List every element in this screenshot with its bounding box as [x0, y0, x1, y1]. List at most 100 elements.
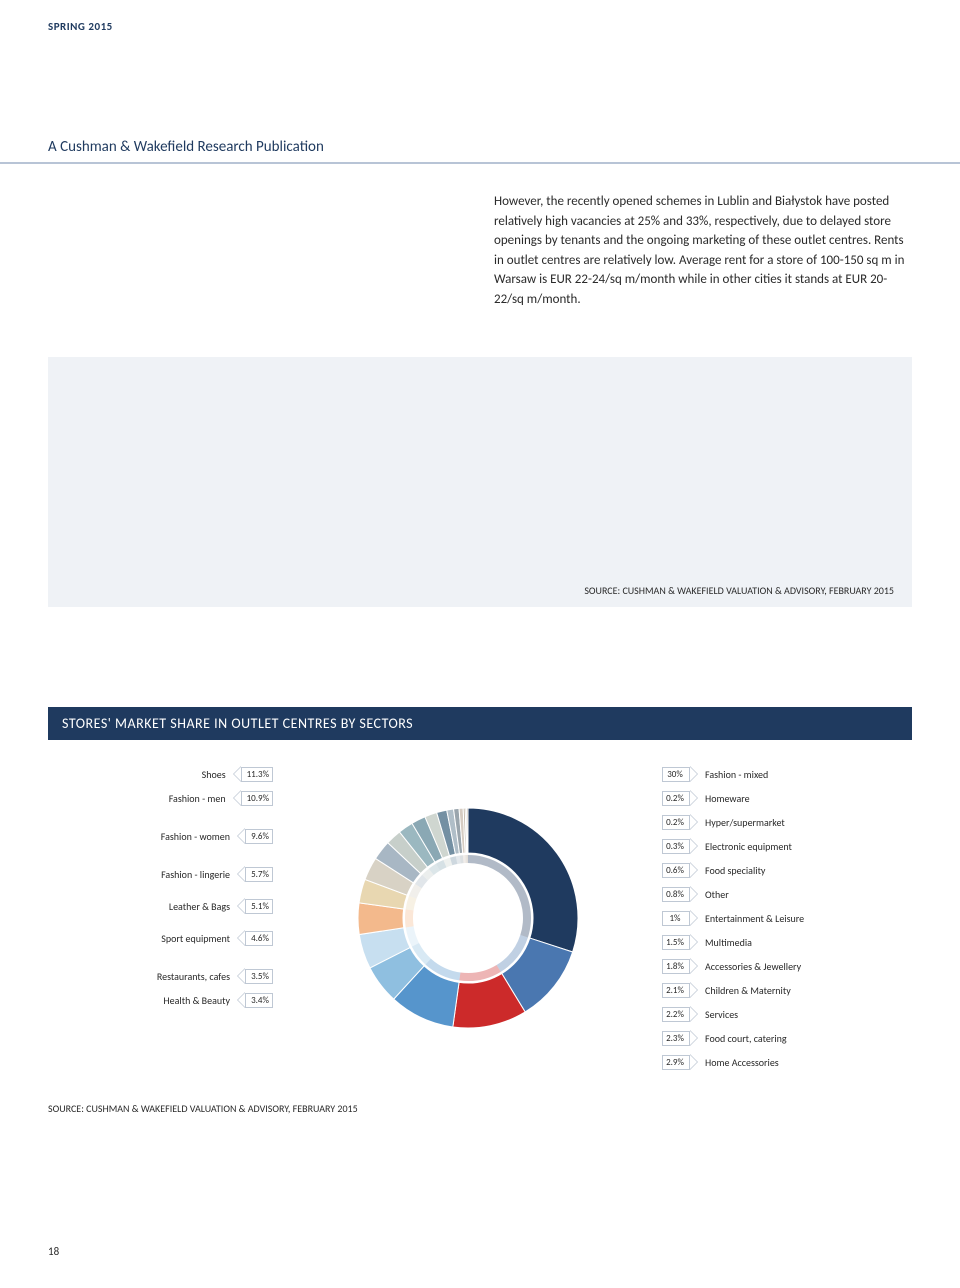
legend-row: 2.2% Services — [662, 1002, 912, 1026]
legend-label: Services — [705, 1008, 738, 1021]
pct-value: 1% — [662, 911, 690, 926]
legend-row: Fashion - women 9.6% — [48, 824, 273, 848]
legend-label: Food speciality — [705, 864, 765, 877]
pct-value: 0.2% — [662, 815, 690, 830]
legend-label: Fashion - women — [161, 830, 230, 843]
pct-value: 10.9% — [241, 791, 273, 806]
legend-label: Sport equipment — [161, 932, 230, 945]
pct-tag: 2.3% — [662, 1031, 697, 1046]
pct-value: 2.3% — [662, 1031, 690, 1046]
pct-tag: 2.1% — [662, 983, 697, 998]
chevron-left-icon — [238, 931, 245, 945]
legend-row: 1.5% Multimedia — [662, 930, 912, 954]
pct-value: 4.6% — [245, 931, 273, 946]
legend-row: Leather & Bags 5.1% — [48, 894, 273, 918]
donut-inner-ring-slice — [467, 855, 468, 863]
legend-row: 0.6% Food speciality — [662, 858, 912, 882]
pct-tag: 0.2% — [662, 791, 697, 806]
pct-value: 0.8% — [662, 887, 690, 902]
chart-source: SOURCE: CUSHMAN & WAKEFIELD VALUATION & … — [48, 1102, 912, 1115]
pct-value: 1.8% — [662, 959, 690, 974]
pct-value: 1.5% — [662, 935, 690, 950]
legend-row: 0.2% Hyper/supermarket — [662, 810, 912, 834]
pct-tag: 2.2% — [662, 1007, 697, 1022]
pct-value: 2.1% — [662, 983, 690, 998]
pct-value: 3.4% — [245, 993, 273, 1008]
legend-row: 0.3% Electronic equipment — [662, 834, 912, 858]
pct-tag: 3.5% — [238, 969, 273, 984]
chevron-left-icon — [238, 899, 245, 913]
body-col-right: However, the recently opened schemes in … — [494, 192, 912, 309]
legend-row: Sport equipment 4.6% — [48, 926, 273, 950]
pct-value: 9.6% — [245, 829, 273, 844]
legend-label: Food court, catering — [705, 1032, 787, 1045]
pct-tag: 2.9% — [662, 1055, 697, 1070]
pct-value: 0.6% — [662, 863, 690, 878]
pct-value: 2.9% — [662, 1055, 690, 1070]
pct-tag: 10.9% — [234, 791, 273, 806]
chevron-left-icon — [238, 993, 245, 1007]
page-number: 18 — [48, 1245, 59, 1258]
chevron-right-icon — [690, 791, 697, 805]
legend-label: Health & Beauty — [163, 994, 230, 1007]
chevron-right-icon — [690, 815, 697, 829]
pct-tag: 0.2% — [662, 815, 697, 830]
donut-inner-ring-slice — [405, 909, 414, 927]
pct-tag: 4.6% — [238, 931, 273, 946]
donut-slice — [466, 808, 467, 853]
edition-label: SPRING 2015 — [48, 20, 912, 33]
legend-label: Fashion - lingerie — [161, 868, 230, 881]
legend-row: Health & Beauty 3.4% — [48, 988, 273, 1012]
chevron-right-icon — [690, 959, 697, 973]
body-columns: However, the recently opened schemes in … — [0, 164, 960, 309]
legend-left: Shoes 11.3% Fashion - men 10.9% Fashion … — [48, 762, 273, 1074]
chevron-left-icon — [238, 829, 245, 843]
pct-tag: 5.7% — [238, 867, 273, 882]
chevron-right-icon — [690, 767, 697, 781]
legend-label: Electronic equipment — [705, 840, 792, 853]
legend-label: Homeware — [705, 792, 750, 805]
pct-tag: 11.3% — [234, 767, 273, 782]
pct-value: 30% — [662, 767, 690, 782]
legend-row: 2.3% Food court, catering — [662, 1026, 912, 1050]
chevron-left-icon — [234, 791, 241, 805]
legend-row: 1.8% Accessories & Jewellery — [662, 954, 912, 978]
legend-label: Multimedia — [705, 936, 752, 949]
pct-value: 11.3% — [241, 767, 273, 782]
pct-tag: 5.1% — [238, 899, 273, 914]
chevron-left-icon — [238, 969, 245, 983]
chevron-right-icon — [690, 935, 697, 949]
chevron-right-icon — [690, 1055, 697, 1069]
pct-tag: 0.8% — [662, 887, 697, 902]
legend-label: Entertainment & Leisure — [705, 912, 804, 925]
legend-row: Fashion - lingerie 5.7% — [48, 862, 273, 886]
pct-tag: 1% — [662, 911, 697, 926]
chevron-left-icon — [234, 767, 241, 781]
legend-label: Hyper/supermarket — [705, 816, 785, 829]
legend-label: Fashion - men — [169, 792, 226, 805]
legend-label: Other — [705, 888, 729, 901]
pct-value: 3.5% — [245, 969, 273, 984]
legend-label: Fashion - mixed — [705, 768, 768, 781]
pct-value: 5.1% — [245, 899, 273, 914]
legend-row: 2.1% Children & Maternity — [662, 978, 912, 1002]
pct-value: 0.2% — [662, 791, 690, 806]
legend-label: Home Accessories — [705, 1056, 779, 1069]
chart-title: STORES' MARKET SHARE IN OUTLET CENTRES B… — [48, 707, 912, 740]
grey-box-source: SOURCE: CUSHMAN & WAKEFIELD VALUATION & … — [584, 584, 894, 597]
pct-tag: 0.3% — [662, 839, 697, 854]
pct-tag: 1.8% — [662, 959, 697, 974]
chevron-right-icon — [690, 1007, 697, 1021]
pct-tag: 0.6% — [662, 863, 697, 878]
chevron-right-icon — [690, 983, 697, 997]
chevron-right-icon — [690, 887, 697, 901]
pct-tag: 3.4% — [238, 993, 273, 1008]
chart-container: Shoes 11.3% Fashion - men 10.9% Fashion … — [48, 762, 912, 1074]
legend-right: 30% Fashion - mixed 0.2% Homeware 0.2% H… — [662, 762, 912, 1074]
legend-row: Shoes 11.3% — [48, 762, 273, 786]
pct-tag: 30% — [662, 767, 697, 782]
chevron-left-icon — [238, 867, 245, 881]
legend-label: Shoes — [202, 768, 226, 781]
legend-row: 2.9% Home Accessories — [662, 1050, 912, 1074]
chevron-right-icon — [690, 839, 697, 853]
